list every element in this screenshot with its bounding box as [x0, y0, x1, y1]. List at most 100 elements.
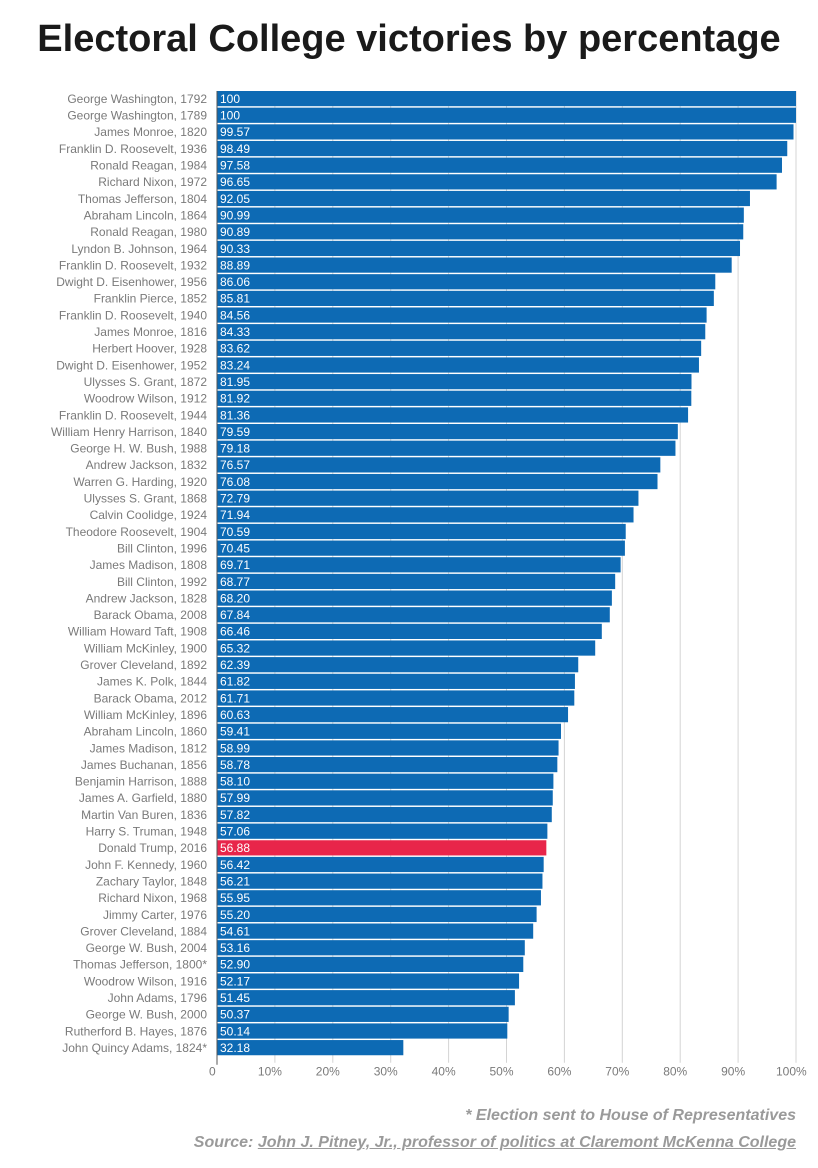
bar-value-label: 69.71 [220, 558, 250, 572]
bar-value-label: 58.78 [220, 758, 250, 772]
category-label: James Madison, 1812 [90, 741, 208, 755]
bar [217, 507, 634, 523]
bar [217, 707, 569, 723]
bar-value-label: 55.20 [220, 908, 250, 922]
category-label: Theodore Roosevelt, 1904 [66, 525, 208, 539]
bar-value-label: 100 [220, 109, 240, 123]
bar [217, 873, 543, 889]
bar-value-label: 50.37 [220, 1008, 250, 1022]
bar-value-label: 58.10 [220, 775, 250, 789]
bar-value-label: 68.77 [220, 575, 250, 589]
bars: 100 100 99.57 98.49 97.58 96.65 92.05 90.99 90.8… [217, 91, 796, 1056]
bar-value-label: 57.06 [220, 825, 250, 839]
bar-value-label: 97.58 [220, 159, 250, 173]
category-label: Thomas Jefferson, 1800* [73, 958, 207, 972]
bar-value-label: 56.42 [220, 858, 250, 872]
bar [217, 440, 676, 456]
bar-value-label: 100 [220, 92, 240, 106]
bar-value-label: 79.59 [220, 425, 250, 439]
bar [217, 457, 661, 473]
category-label: Martin Van Buren, 1836 [81, 808, 207, 822]
x-tick-label: 80% [663, 1065, 687, 1079]
bar-value-label: 81.92 [220, 392, 250, 406]
bar [217, 91, 796, 107]
bar [217, 1040, 404, 1056]
bar-value-label: 53.16 [220, 941, 250, 955]
category-label: Franklin D. Roosevelt, 1940 [59, 308, 207, 322]
x-tick-label: 90% [721, 1065, 745, 1079]
category-label: Ronald Reagan, 1984 [90, 159, 207, 173]
x-tick-label: 40% [432, 1065, 456, 1079]
x-tick-label: 60% [547, 1065, 571, 1079]
category-label: James Monroe, 1816 [94, 325, 207, 339]
source-link[interactable]: John J. Pitney, Jr., professor of politi… [257, 1134, 796, 1151]
bar-value-label: 59.41 [220, 725, 250, 739]
bar [217, 490, 639, 506]
category-label: Warren G. Harding, 1920 [73, 475, 207, 489]
bar [217, 890, 541, 906]
bar [217, 174, 777, 190]
category-label: James Buchanan, 1856 [81, 758, 207, 772]
bar-value-label: 62.39 [220, 658, 250, 672]
category-label: Ulysses S. Grant, 1868 [84, 492, 208, 506]
category-label: Zachary Taylor, 1848 [96, 874, 208, 888]
category-label: James Madison, 1808 [90, 558, 208, 572]
category-label: Andrew Jackson, 1832 [86, 458, 208, 472]
bar [217, 657, 579, 673]
x-tick-label: 10% [258, 1065, 282, 1079]
bar-value-label: 60.63 [220, 708, 250, 722]
bar [217, 790, 553, 806]
bar [217, 823, 548, 839]
category-label: Franklin Pierce, 1852 [94, 292, 208, 306]
x-tick-label: 70% [605, 1065, 629, 1079]
category-label: Dwight D. Eisenhower, 1956 [56, 275, 207, 289]
x-tick-label: 0 [209, 1065, 216, 1079]
category-label: John F. Kennedy, 1960 [85, 858, 207, 872]
bar-value-label: 79.18 [220, 442, 250, 456]
bar-value-label: 76.57 [220, 458, 250, 472]
bar-value-label: 61.71 [220, 691, 250, 705]
category-label: George W. Bush, 2004 [86, 941, 208, 955]
bar [217, 357, 699, 373]
bar [217, 207, 744, 223]
category-label: Dwight D. Eisenhower, 1952 [56, 358, 207, 372]
bar [217, 640, 596, 656]
bar-value-label: 85.81 [220, 292, 250, 306]
bar [217, 407, 689, 423]
bar [217, 973, 520, 989]
bar-value-label: 72.79 [220, 492, 250, 506]
category-label: Rutherford B. Hayes, 1876 [65, 1024, 207, 1038]
bar [217, 307, 707, 323]
category-label: Benjamin Harrison, 1888 [75, 775, 207, 789]
bar [217, 557, 621, 573]
category-label: William McKinley, 1900 [84, 641, 207, 655]
bar [217, 923, 534, 939]
bar-value-label: 66.46 [220, 625, 250, 639]
category-label: John Quincy Adams, 1824* [62, 1041, 207, 1055]
category-label: Ronald Reagan, 1980 [90, 225, 207, 239]
category-label: James Monroe, 1820 [94, 125, 207, 139]
bar-value-label: 32.18 [220, 1041, 250, 1055]
bar [217, 773, 554, 789]
category-label: Andrew Jackson, 1828 [86, 591, 208, 605]
bar-value-label: 83.24 [220, 358, 250, 372]
bar [217, 623, 602, 639]
bar-value-label: 90.89 [220, 225, 250, 239]
bar [217, 390, 692, 406]
x-tick-label: 20% [316, 1065, 340, 1079]
bar [217, 473, 658, 490]
bar-value-label: 81.36 [220, 408, 250, 422]
bar [217, 740, 559, 756]
bar [217, 1023, 508, 1039]
bar-value-label: 61.82 [220, 675, 250, 689]
bar-value-label: 67.84 [220, 608, 250, 622]
category-label: Harry S. Truman, 1948 [86, 825, 208, 839]
bar-value-label: 88.89 [220, 258, 250, 272]
bar-value-label: 70.59 [220, 525, 250, 539]
category-label: Abraham Lincoln, 1860 [84, 725, 208, 739]
category-label: James K. Polk, 1844 [97, 675, 207, 689]
bar-value-label: 54.61 [220, 924, 250, 938]
bar [217, 157, 782, 173]
bar [217, 290, 714, 306]
bar [217, 140, 788, 157]
